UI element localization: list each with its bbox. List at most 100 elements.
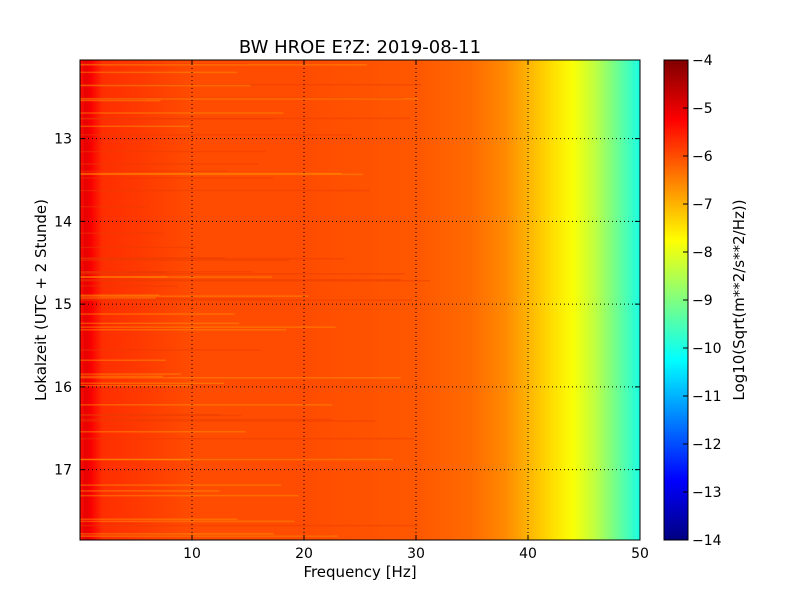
time-stripe xyxy=(80,150,266,153)
time-stripe xyxy=(80,172,342,175)
time-stripe xyxy=(80,84,251,87)
colorbar-tick-label: −7 xyxy=(692,197,713,213)
time-stripe xyxy=(80,71,238,74)
x-tick-label: 30 xyxy=(407,546,425,562)
time-stripe xyxy=(80,246,196,249)
time-stripe xyxy=(80,280,431,282)
time-stripe xyxy=(80,295,309,297)
colorbar-tick-label: −12 xyxy=(692,437,722,453)
time-stripe xyxy=(80,382,225,384)
time-stripe xyxy=(80,458,393,461)
time-stripe xyxy=(80,64,367,66)
colorbar-label: Log10(Sqrt(m**2/s**2/Hz)) xyxy=(730,199,748,400)
time-stripe xyxy=(80,271,254,273)
x-axis-label: Frequency [Hz] xyxy=(303,563,416,581)
time-stripe xyxy=(80,276,168,278)
time-stripe xyxy=(80,232,164,234)
time-stripe xyxy=(80,458,191,461)
time-stripe xyxy=(80,329,287,331)
time-stripe xyxy=(80,404,332,406)
time-stripe xyxy=(80,279,402,281)
time-stripes xyxy=(80,63,431,537)
time-stripe xyxy=(80,294,160,296)
y-tick-label: 16 xyxy=(54,380,72,396)
colorbar-tick-label: −8 xyxy=(692,245,713,261)
y-axis: 13 14 15 16 17 xyxy=(54,132,640,479)
time-stripe xyxy=(80,420,375,422)
time-stripe xyxy=(80,384,191,387)
time-stripe xyxy=(80,271,163,273)
time-stripe xyxy=(80,359,166,361)
time-stripe xyxy=(80,84,422,86)
colorbar-tick-label: −4 xyxy=(692,53,713,69)
time-stripe xyxy=(80,117,410,120)
colorbar-tick-label: −6 xyxy=(692,149,713,165)
time-stripe xyxy=(80,298,272,300)
time-stripe xyxy=(80,431,246,433)
x-tick-label: 50 xyxy=(631,546,649,562)
time-stripe xyxy=(80,533,274,535)
time-stripe xyxy=(80,494,299,497)
time-stripe xyxy=(80,373,181,375)
time-stripe xyxy=(80,297,156,299)
time-stripe xyxy=(80,271,167,274)
time-stripe xyxy=(80,413,220,416)
y-tick-label: 15 xyxy=(54,297,72,313)
time-stripe xyxy=(80,349,261,351)
time-stripe xyxy=(80,257,226,259)
time-stripe xyxy=(80,118,274,120)
time-stripe xyxy=(80,322,240,325)
time-stripe xyxy=(80,377,401,379)
time-stripe xyxy=(80,189,370,192)
y-tick-label: 17 xyxy=(54,463,72,479)
time-stripe xyxy=(80,484,282,486)
time-stripe xyxy=(80,125,190,128)
x-tick-label: 20 xyxy=(295,546,313,562)
time-stripe xyxy=(80,273,405,275)
time-stripe xyxy=(80,205,149,208)
time-stripe xyxy=(80,414,242,417)
x-tick-label: 10 xyxy=(183,546,201,562)
time-stripe xyxy=(80,170,229,172)
time-stripe xyxy=(80,259,290,261)
time-stripe xyxy=(80,299,412,301)
time-stripe xyxy=(80,163,259,165)
time-stripe xyxy=(80,63,248,65)
time-stripe xyxy=(80,285,178,287)
y-tick-label: 13 xyxy=(54,132,72,148)
x-axis: 10 20 30 40 50 xyxy=(183,60,649,562)
time-stripe xyxy=(80,134,353,136)
colorbar-tick-label: −5 xyxy=(692,101,713,117)
colorbar: −4 −5 −6 −7 −8 −9 −10 −11 −12 −13 −14 xyxy=(663,53,722,549)
time-stripe xyxy=(80,518,238,520)
time-stripe xyxy=(80,313,235,315)
colorbar-tick-label: −11 xyxy=(692,389,722,405)
colorbar-tick-label: −10 xyxy=(692,341,722,357)
time-stripe xyxy=(80,99,161,102)
time-stripe xyxy=(80,326,336,328)
time-stripe xyxy=(80,375,163,378)
colorbar-tick-label: −14 xyxy=(692,533,722,549)
plot-frame xyxy=(79,59,641,541)
colorbar-tick-label: −9 xyxy=(692,293,713,309)
plot-area xyxy=(80,60,640,540)
y-tick-label: 14 xyxy=(54,214,72,230)
time-stripe xyxy=(80,177,273,179)
time-stripe xyxy=(80,257,345,260)
time-stripe xyxy=(80,99,147,101)
time-stripe xyxy=(80,437,415,440)
time-stripe xyxy=(80,276,272,278)
time-stripe xyxy=(80,173,363,176)
time-stripe xyxy=(80,97,404,100)
time-stripe xyxy=(80,98,418,100)
spectrogram-heatmap xyxy=(80,60,640,540)
time-stripe xyxy=(80,520,295,523)
time-stripe xyxy=(80,112,284,114)
chart-title: BW HROE E?Z: 2019-08-11 xyxy=(239,37,481,58)
grid-lines xyxy=(80,60,640,540)
y-axis-label: Lokalzeit (UTC + 2 Stunde) xyxy=(32,199,50,401)
time-stripe xyxy=(80,490,220,492)
time-stripe xyxy=(80,524,419,527)
time-stripe xyxy=(80,535,331,537)
